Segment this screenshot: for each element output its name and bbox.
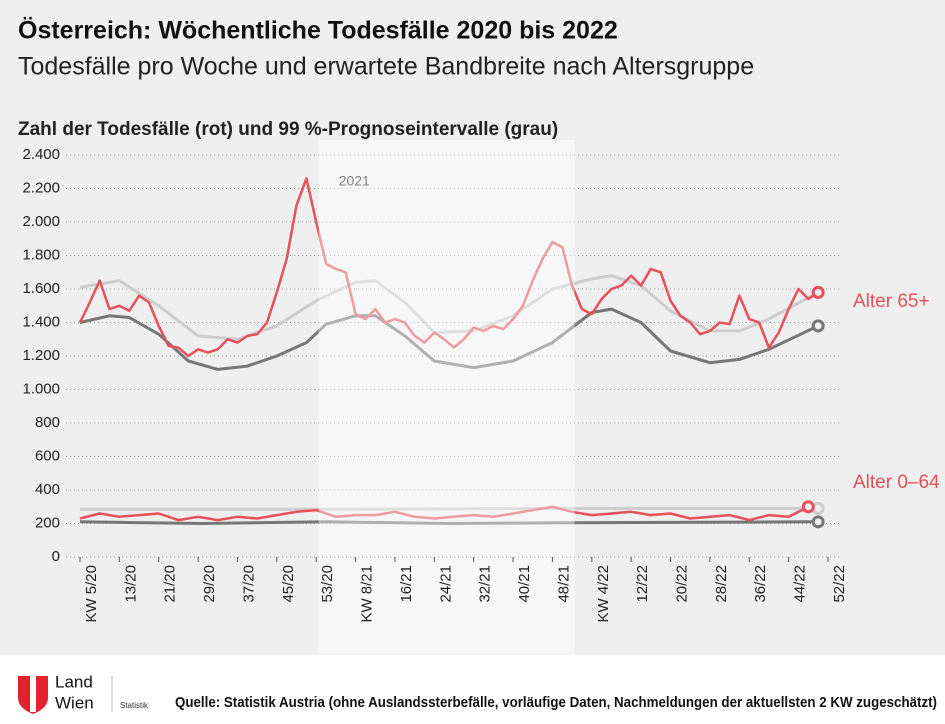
x-tick-label: 13/20 (122, 565, 139, 603)
y-tick-label: 800 (35, 414, 60, 431)
end-marker (811, 501, 825, 515)
shaded-region (318, 140, 575, 655)
logo-text: Land (55, 672, 93, 691)
chart-title: Österreich: Wöchentliche Todesfälle 2020… (18, 16, 618, 45)
x-tick-label: 44/22 (792, 565, 809, 603)
source: Quelle: Statistik Austria (ohne Auslands… (175, 694, 937, 711)
logo-stripe (30, 676, 36, 712)
series-label: Alter 0–64 (853, 472, 940, 493)
y-tick-label: 0 (52, 548, 60, 565)
x-tick-label: 16/21 (398, 565, 415, 603)
upper-line (79, 274, 819, 341)
y-tick-label: 1.200 (22, 347, 60, 364)
x-tick-label: KW 4/22 (595, 565, 612, 623)
shaded-region-label: 2021 (339, 173, 370, 189)
x-tick-label: KW 8/21 (359, 565, 376, 623)
x-tick-label: 24/21 (437, 565, 454, 603)
y-tick-label: 600 (35, 447, 60, 464)
end-marker (811, 319, 825, 333)
y-axis-label: Zahl der Todesfälle (rot) und 99 %-Progn… (18, 119, 558, 140)
logo-sub: Statistik (120, 701, 149, 710)
y-tick-label: 2.400 (22, 146, 60, 163)
series-label: Alter 65+ (853, 291, 930, 312)
upper-line (80, 506, 819, 511)
x-tick-label: 53/20 (319, 565, 336, 603)
x-tick-label: 12/22 (634, 565, 651, 603)
observed-line (79, 505, 809, 522)
y-tick-label: 400 (35, 481, 60, 498)
plot: 2021 0 200 400 600 800 1.000 1.200 1.400 1.600 1.8… (22, 140, 940, 655)
x-tick-label: 45/20 (280, 565, 297, 603)
x-tick-label: 48/21 (555, 565, 572, 603)
lower-line (79, 307, 819, 371)
y-tick-label: 1.400 (22, 313, 60, 330)
x-tick-label: 20/22 (673, 565, 690, 603)
y-tick-label: 1.800 (22, 246, 60, 263)
x-tick-label: 37/20 (240, 565, 257, 603)
x-tick-label: 28/22 (713, 565, 730, 603)
end-marker (811, 515, 825, 529)
x-tick-label: 52/22 (831, 565, 848, 603)
x-tick-label: KW 5/20 (83, 565, 100, 623)
y-tick-label: 2.000 (22, 213, 60, 230)
x-tick-label: 40/21 (516, 565, 533, 603)
x-tick-label: 36/22 (752, 565, 769, 603)
y-tick-label: 2.200 (22, 179, 60, 196)
logo: Land Wien Statistik (18, 672, 149, 714)
lower-line (79, 520, 819, 525)
y-tick-label: 1.000 (22, 380, 60, 397)
end-marker (801, 500, 815, 514)
shaded-region-overlay (318, 140, 575, 557)
observed-line (78, 177, 819, 358)
end-marker (811, 285, 825, 299)
x-tick-label: 29/20 (201, 565, 218, 603)
footer-background (0, 655, 945, 724)
x-tick-label: 32/21 (477, 565, 494, 603)
chart-subtitle: Todesfälle pro Woche und erwartete Bandb… (18, 53, 754, 81)
y-tick-label: 200 (35, 514, 60, 531)
y-tick-label: 1.600 (22, 280, 60, 297)
logo-text: Wien (55, 693, 94, 712)
x-tick-label: 21/20 (162, 565, 179, 603)
